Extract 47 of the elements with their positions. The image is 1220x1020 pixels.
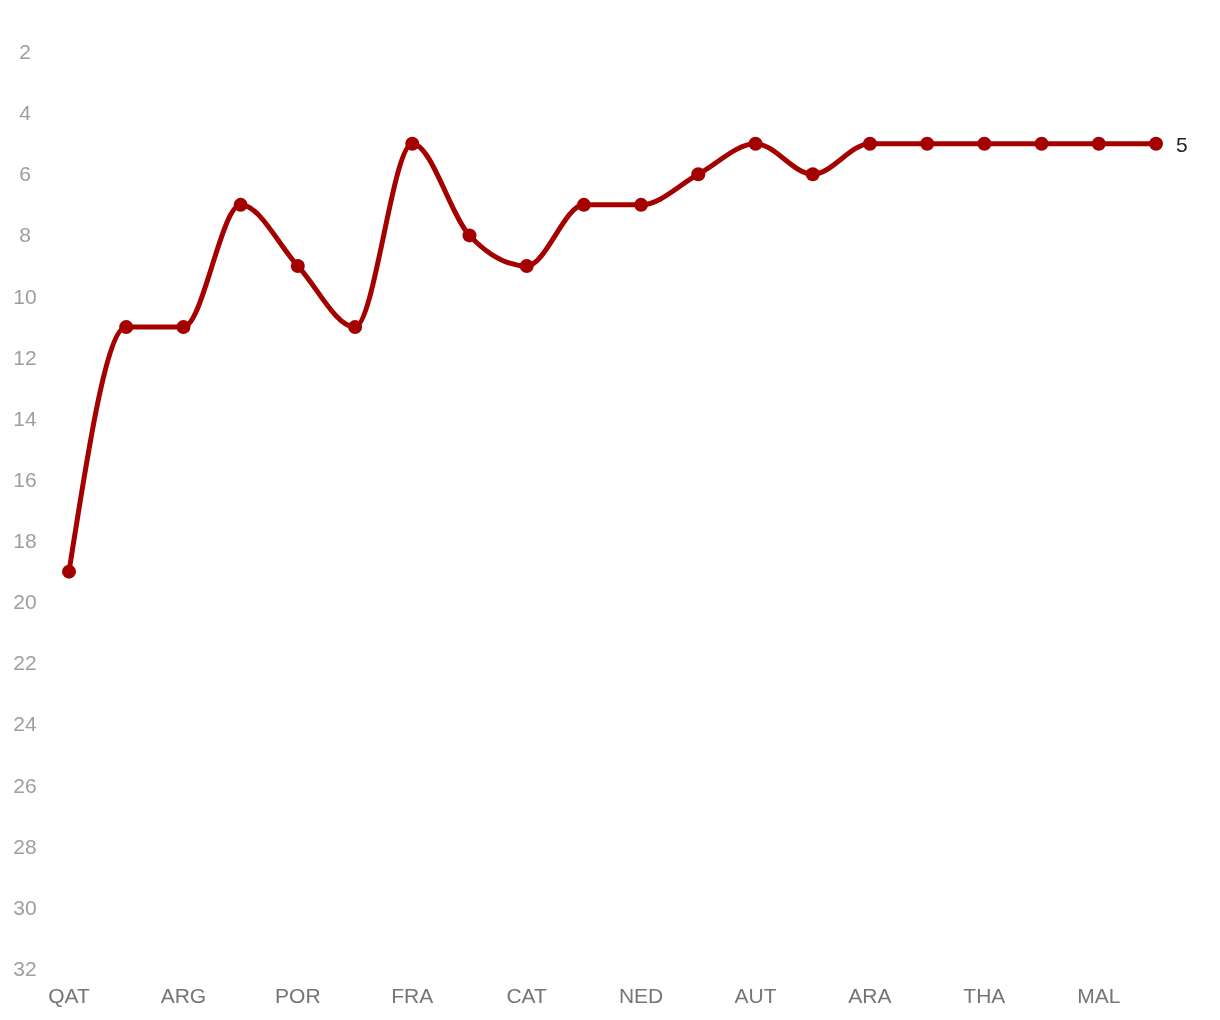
point	[348, 320, 363, 335]
point	[1149, 136, 1163, 151]
y-tick-label: 18	[13, 529, 37, 553]
y-tick-label: 30	[13, 895, 37, 919]
x-tick-label: MAL	[1077, 984, 1121, 1007]
point	[1091, 136, 1106, 151]
y-tick-label: 14	[13, 406, 37, 430]
x-tick-label: CAT	[506, 984, 548, 1007]
x-tick-label: AUT	[734, 984, 777, 1007]
point	[862, 136, 877, 151]
data-label: 5	[1176, 132, 1188, 156]
y-tick-label: 10	[13, 284, 37, 308]
point	[462, 228, 477, 243]
y-tick-label: 26	[13, 773, 37, 797]
point	[634, 197, 649, 212]
x-tick-label: NED	[618, 984, 664, 1007]
x-tick-label: POR	[275, 984, 321, 1007]
point	[576, 197, 591, 212]
point	[62, 564, 76, 579]
point	[805, 167, 820, 182]
x-tick-label: ARA	[848, 984, 892, 1007]
point	[977, 136, 992, 151]
point	[748, 136, 763, 151]
y-tick-label: 12	[13, 345, 37, 369]
x-tick-label: QAT	[48, 984, 90, 1007]
point	[691, 167, 706, 182]
x-tick-label: FRA	[391, 984, 434, 1007]
y-tick-label: 32	[13, 957, 37, 980]
y-tick-label: 6	[19, 162, 31, 186]
point	[233, 197, 248, 212]
point	[920, 136, 935, 151]
y-tick-label: 8	[19, 223, 31, 247]
point	[405, 136, 420, 151]
y-tick-label: 2	[19, 40, 31, 63]
point	[176, 320, 191, 335]
point	[119, 320, 134, 335]
y-tick-label: 22	[13, 651, 37, 675]
y-tick-label: 20	[13, 590, 37, 614]
y-tick-label: 28	[13, 834, 37, 858]
y-tick-label: 4	[19, 101, 32, 125]
point	[290, 258, 305, 273]
point	[519, 258, 534, 273]
y-tick-label: 16	[13, 467, 37, 491]
x-tick-label: THA	[963, 984, 1006, 1007]
x-tick-label: ARG	[160, 984, 207, 1007]
y-tick-label: 24	[13, 712, 37, 736]
point	[1034, 136, 1049, 151]
